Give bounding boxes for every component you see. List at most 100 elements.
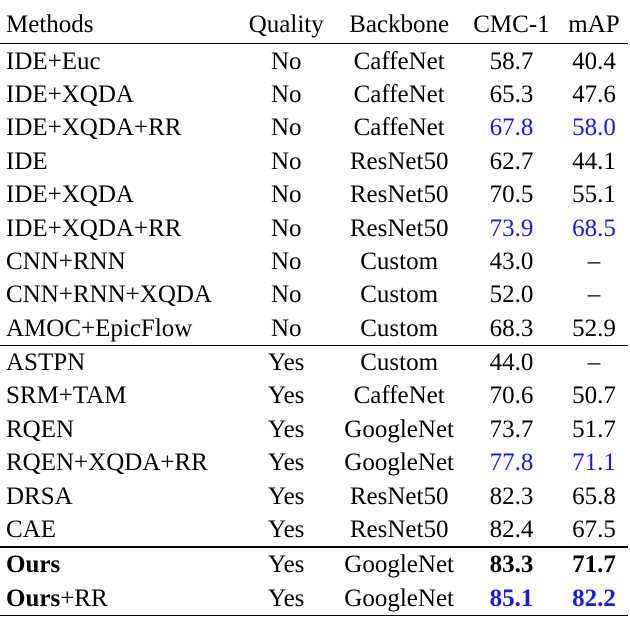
cmc1-cell-highlight: 77.8 xyxy=(489,449,534,477)
backbone-cell: Custom xyxy=(360,314,439,342)
backbone-cell: CaffeNet xyxy=(353,80,445,108)
quality-cell: No xyxy=(270,214,302,242)
cmc1-cell: 68.3 xyxy=(489,314,534,342)
quality-cell: No xyxy=(270,247,302,275)
cmc1-cell-best-highlight: 85.1 xyxy=(462,581,560,617)
cmc1-cell: 73.7 xyxy=(489,415,534,443)
method-cell: IDE+Euc xyxy=(0,43,238,78)
table-row: DRSA Yes ResNet50 82.3 65.8 xyxy=(0,479,628,512)
backbone-cell: GoogleNet xyxy=(344,449,454,477)
cmc1-cell: 70.5 xyxy=(489,181,534,209)
method-cell: Ours xyxy=(0,546,238,582)
map-cell: – xyxy=(559,344,628,380)
table-row: IDE+XQDA+RR No ResNet50 73.9 68.5 xyxy=(0,211,628,244)
quality-cell: No xyxy=(270,281,302,309)
header-row: Methods Quality Backbone CMC-1 mAP xyxy=(0,8,628,44)
backbone-cell: GoogleNet xyxy=(344,415,454,443)
cmc1-cell: 70.6 xyxy=(489,382,534,410)
table-row: ASTPN Yes Custom 44.0 – xyxy=(0,344,628,380)
map-cell-best-highlight: 82.2 xyxy=(559,581,628,617)
method-cell: CAE xyxy=(6,516,56,544)
table-row-ours-rr: Ours+RR Yes GoogleNet 85.1 82.2 xyxy=(0,581,628,617)
backbone-cell: CaffeNet xyxy=(335,43,463,78)
cmc1-cell: 52.0 xyxy=(489,281,534,309)
method-cell: IDE xyxy=(6,147,48,175)
quality-cell: No xyxy=(270,314,302,342)
cmc1-cell-highlight: 73.9 xyxy=(489,214,534,242)
map-cell: 47.6 xyxy=(572,80,616,108)
table-row-ours: Ours Yes GoogleNet 83.3 71.7 xyxy=(0,546,628,582)
quality-cell: No xyxy=(270,80,302,108)
method-cell: RQEN+XQDA+RR xyxy=(6,449,208,477)
quality-cell: Yes xyxy=(237,546,336,582)
cmc1-cell: 43.0 xyxy=(489,247,534,275)
table-row: RQEN Yes GoogleNet 73.7 51.7 xyxy=(0,413,628,446)
backbone-cell: Custom xyxy=(360,281,439,309)
table-row: IDE+Euc No CaffeNet 58.7 40.4 xyxy=(0,43,628,78)
map-cell-best: 71.7 xyxy=(559,546,628,582)
method-cell: CNN+RNN+XQDA xyxy=(6,281,212,309)
method-cell: RQEN xyxy=(6,415,75,443)
results-table: Methods Quality Backbone CMC-1 mAP IDE+E… xyxy=(0,8,628,617)
map-cell: – xyxy=(587,281,601,309)
table-row: IDE+XQDA No CaffeNet 65.3 47.6 xyxy=(0,78,628,111)
quality-cell: Yes xyxy=(268,449,305,477)
quality-cell: No xyxy=(270,114,302,142)
backbone-cell: Custom xyxy=(335,344,463,380)
cmc1-cell: 62.7 xyxy=(489,147,534,175)
table-row: IDE+XQDA No ResNet50 70.5 55.1 xyxy=(0,178,628,211)
backbone-cell: ResNet50 xyxy=(349,214,449,242)
header-backbone: Backbone xyxy=(349,11,450,39)
table-row: CNN+RNN No Custom 43.0 – xyxy=(0,245,628,278)
method-cell: IDE+XQDA+RR xyxy=(6,114,182,142)
method-cell: Ours+RR xyxy=(0,581,238,617)
method-cell: CNN+RNN xyxy=(6,247,126,275)
method-rest-part: +RR xyxy=(60,584,108,612)
backbone-cell: GoogleNet xyxy=(335,581,463,617)
method-cell: ASTPN xyxy=(0,344,238,380)
header-methods: Methods xyxy=(6,11,94,39)
method-cell: DRSA xyxy=(6,482,73,510)
table-row: AMOC+EpicFlow No Custom 68.3 52.9 xyxy=(0,312,628,346)
cmc1-cell-highlight: 67.8 xyxy=(489,114,534,142)
quality-cell: Yes xyxy=(237,344,336,380)
method-cell: AMOC+EpicFlow xyxy=(6,314,193,342)
backbone-cell: ResNet50 xyxy=(349,516,449,544)
method-cell: IDE+XQDA xyxy=(6,181,134,209)
table-row: IDE No ResNet50 62.7 44.1 xyxy=(0,145,628,178)
quality-cell: Yes xyxy=(268,516,305,544)
cmc1-cell: 58.7 xyxy=(462,43,560,78)
header-cmc1: CMC-1 xyxy=(473,11,550,39)
backbone-cell: ResNet50 xyxy=(349,147,449,175)
table-row: SRM+TAM Yes CaffeNet 70.6 50.7 xyxy=(0,379,628,412)
backbone-cell: ResNet50 xyxy=(349,482,449,510)
map-cell-highlight: 68.5 xyxy=(572,214,616,242)
cmc1-cell: 82.4 xyxy=(489,516,534,544)
method-cell: IDE+XQDA+RR xyxy=(6,214,182,242)
quality-cell: Yes xyxy=(268,415,305,443)
map-cell: 55.1 xyxy=(572,181,616,209)
backbone-cell: Custom xyxy=(360,247,439,275)
table-row: CNN+RNN+XQDA No Custom 52.0 – xyxy=(0,278,628,311)
backbone-cell: ResNet50 xyxy=(349,181,449,209)
cmc1-cell: 65.3 xyxy=(489,80,534,108)
cmc1-cell: 82.3 xyxy=(489,482,534,510)
backbone-cell: GoogleNet xyxy=(335,546,463,582)
quality-cell: No xyxy=(270,147,302,175)
table-row: RQEN+XQDA+RR Yes GoogleNet 77.8 71.1 xyxy=(0,446,628,479)
quality-cell: Yes xyxy=(237,581,336,617)
map-cell: 50.7 xyxy=(572,382,616,410)
table-row: IDE+XQDA+RR No CaffeNet 67.8 58.0 xyxy=(0,111,628,144)
quality-cell: Yes xyxy=(268,382,305,410)
table-row: CAE Yes ResNet50 82.4 67.5 xyxy=(0,513,628,547)
backbone-cell: CaffeNet xyxy=(353,114,445,142)
map-cell: 40.4 xyxy=(559,43,628,78)
map-cell: 65.8 xyxy=(572,482,616,510)
quality-cell: No xyxy=(270,181,302,209)
map-cell: 67.5 xyxy=(572,516,616,544)
map-cell: 44.1 xyxy=(572,147,616,175)
quality-cell: Yes xyxy=(268,482,305,510)
method-bold-part: Ours xyxy=(6,551,61,579)
quality-cell: No xyxy=(237,43,336,78)
